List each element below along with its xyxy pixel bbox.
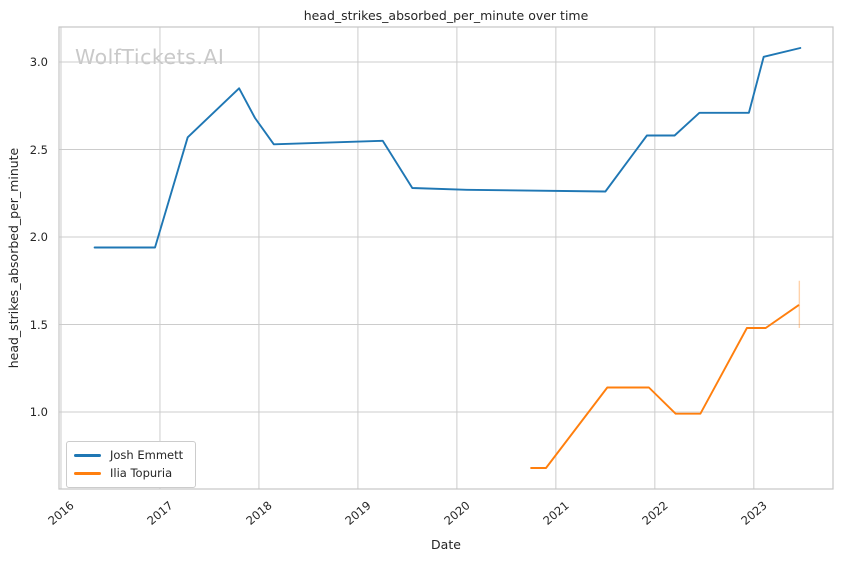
plot-border (58, 26, 834, 490)
y-tick-label: 3.0 (29, 55, 48, 69)
legend-label: Ilia Topuria (110, 466, 173, 480)
y-tick-label: 2.0 (29, 230, 48, 244)
y-tick-label: 2.5 (29, 142, 48, 157)
legend-item-josh-emmett: Josh Emmett (74, 449, 183, 462)
watermark: WolfTickets.AI (75, 45, 225, 69)
y-tick-label: 1.0 (29, 405, 48, 419)
chart-title: head_strikes_absorbed_per_minute over ti… (303, 8, 589, 23)
x-axis-label: Date (431, 537, 461, 552)
series-line-ilia-topuria (530, 304, 800, 469)
series-line-josh-emmett (93, 47, 802, 249)
legend-swatch-orange-line-icon (74, 472, 101, 475)
y-tick-label: 1.5 (29, 317, 48, 332)
legend-item-ilia-topuria: Ilia Topuria (74, 467, 183, 480)
y-axis-label: head_strikes_absorbed_per_minute (6, 147, 21, 369)
legend-swatch-blue-line-icon (74, 454, 101, 457)
legend-label: Josh Emmett (110, 448, 184, 462)
legend: Josh Emmett Ilia Topuria (66, 441, 197, 488)
